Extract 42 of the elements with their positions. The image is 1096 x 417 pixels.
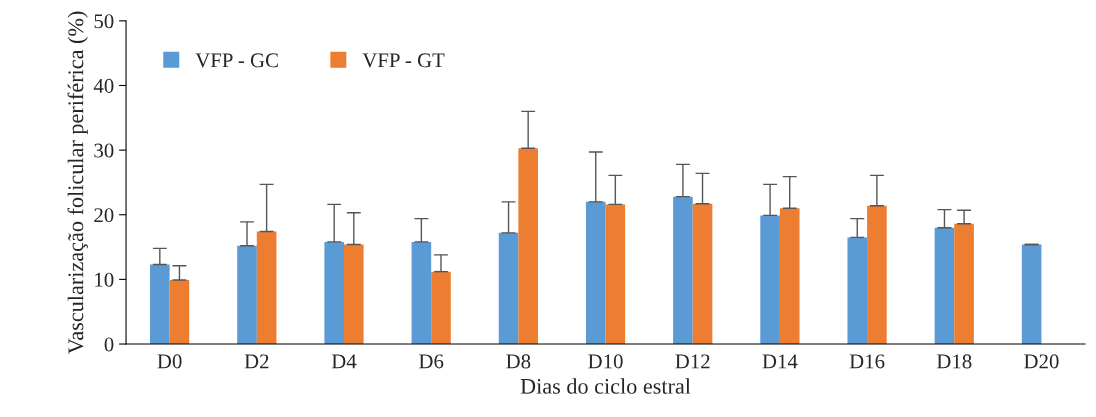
y-tick-label: 40 <box>93 78 114 93</box>
bar <box>324 241 344 345</box>
x-tick-label: D20 <box>1024 354 1059 369</box>
bar <box>1021 244 1042 345</box>
bar <box>954 223 974 345</box>
bar <box>431 271 451 345</box>
legend-label: VFP - GC <box>195 53 278 68</box>
y-tick-label: 30 <box>94 143 114 158</box>
y-tick-label: 50 <box>94 14 114 29</box>
bar <box>673 196 693 345</box>
bar <box>343 244 364 345</box>
y-tick-label: 20 <box>94 208 114 223</box>
bar <box>867 205 887 345</box>
bar <box>760 215 780 345</box>
x-tick-label: D18 <box>936 354 972 369</box>
bar <box>847 237 868 345</box>
x-tick-label: D0 <box>157 354 182 369</box>
x-tick-label: D6 <box>419 354 444 369</box>
bar <box>256 231 277 345</box>
bar <box>605 204 626 345</box>
y-axis-title: Vascularização folicular periférica (%) <box>67 11 88 354</box>
bar <box>150 264 170 345</box>
x-axis-title: Dias do ciclo estral <box>520 378 691 394</box>
bar <box>692 203 713 345</box>
y-tick-label: 10 <box>95 272 114 287</box>
bar <box>169 280 190 345</box>
legend-label: VFP - GT <box>362 53 445 68</box>
bar <box>411 241 432 345</box>
x-tick-label: D4 <box>331 354 357 369</box>
x-tick-label: D8 <box>506 354 531 369</box>
x-tick-label: D2 <box>244 354 269 369</box>
x-tick-label: D14 <box>762 354 798 369</box>
y-tick-label: 0 <box>104 337 114 352</box>
bar <box>518 148 538 345</box>
x-tick-label: D12 <box>675 354 710 369</box>
x-tick-label: D16 <box>849 354 885 369</box>
bar <box>934 227 955 345</box>
bar <box>498 232 519 345</box>
bar <box>779 208 800 345</box>
x-tick-label: D10 <box>588 354 623 369</box>
bar <box>585 201 606 345</box>
bar <box>237 245 257 345</box>
